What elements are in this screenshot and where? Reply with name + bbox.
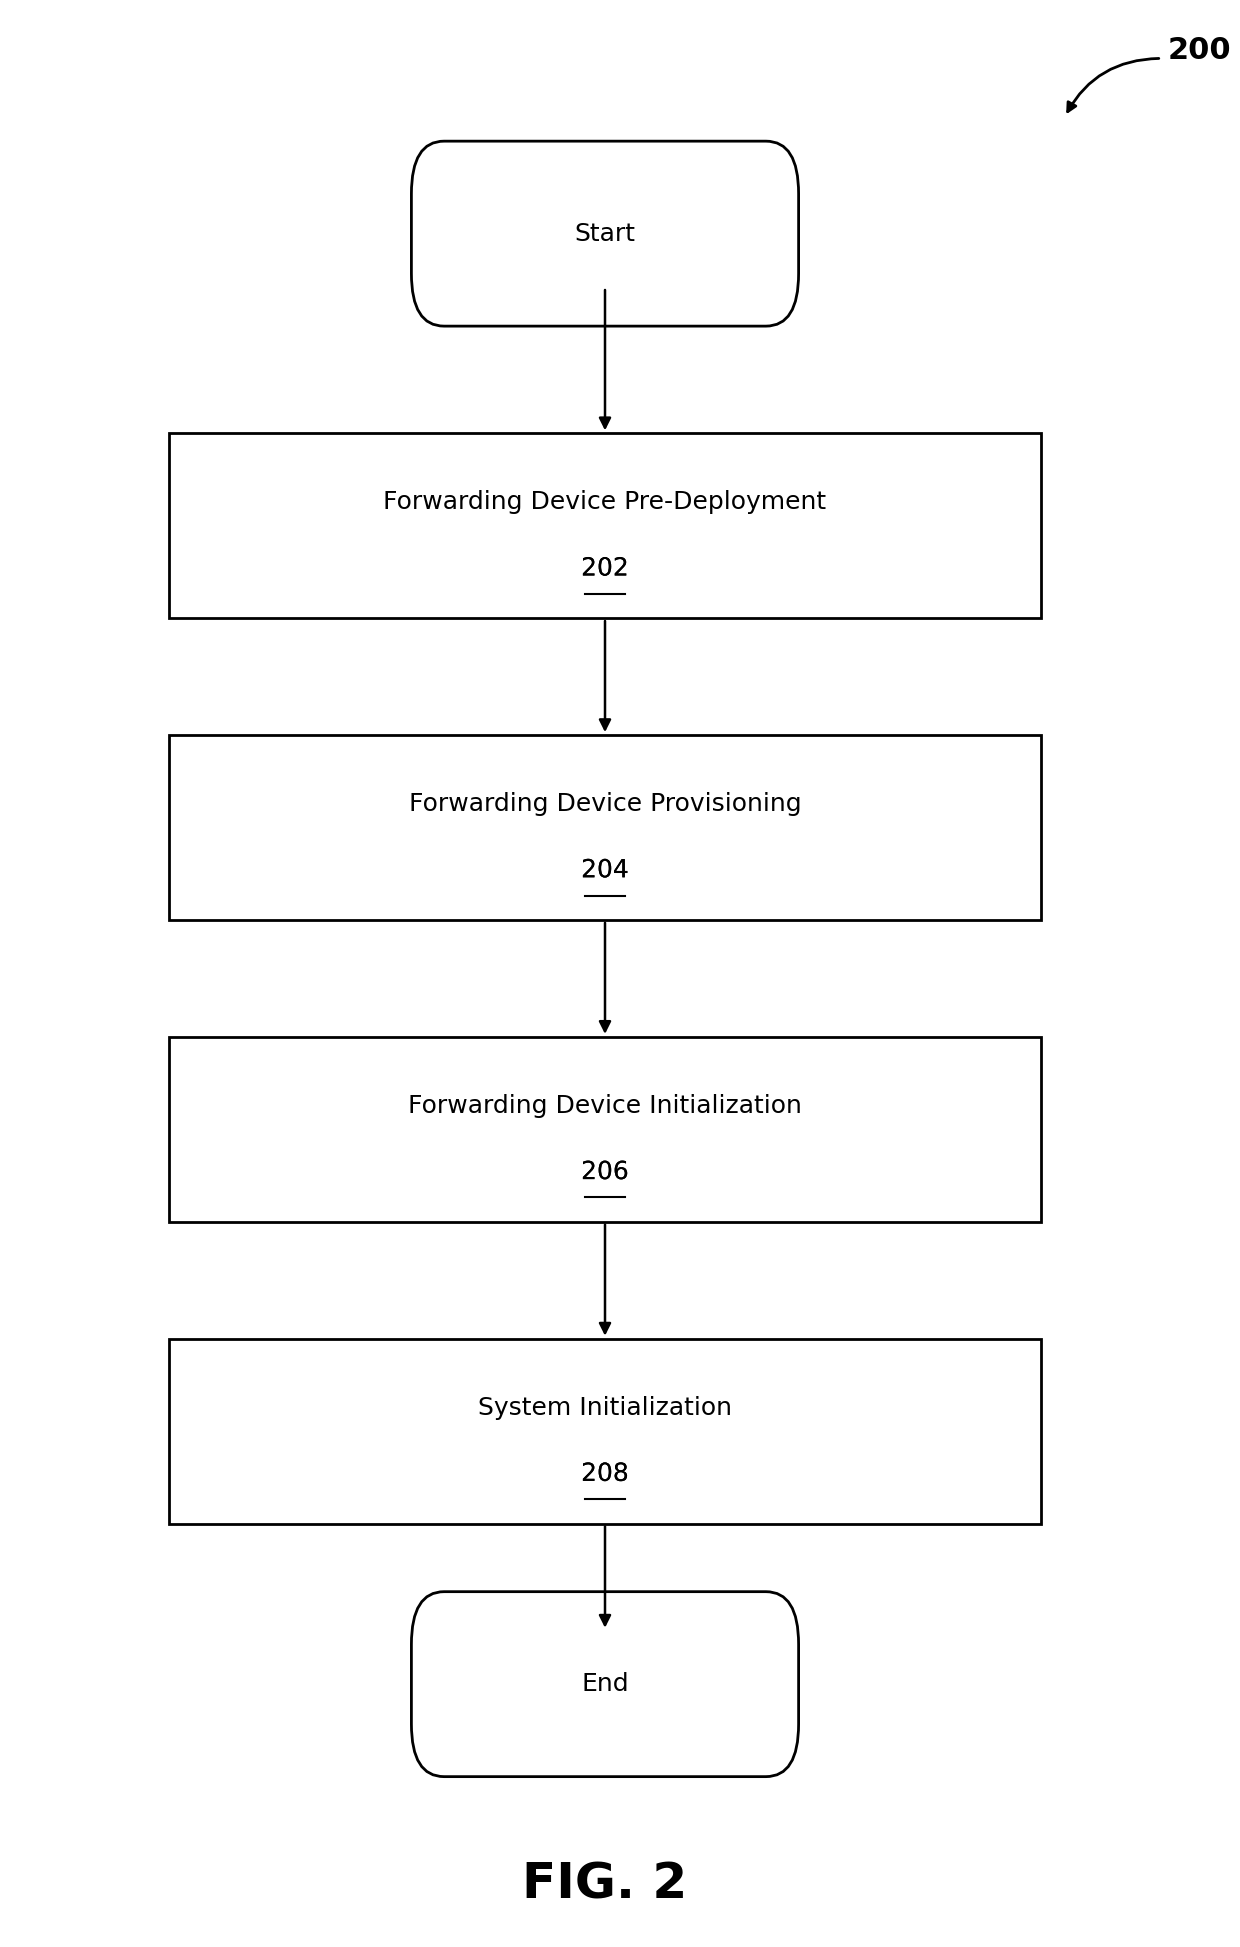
Text: End: End: [582, 1672, 629, 1696]
Text: Forwarding Device Initialization: Forwarding Device Initialization: [408, 1094, 802, 1118]
Text: 206: 206: [582, 1160, 629, 1184]
FancyBboxPatch shape: [170, 1036, 1040, 1223]
Text: 204: 204: [582, 859, 629, 882]
Text: 200: 200: [1168, 37, 1231, 64]
FancyBboxPatch shape: [412, 142, 799, 325]
Text: FIG. 2: FIG. 2: [522, 1861, 688, 1908]
Text: Forwarding Device Provisioning: Forwarding Device Provisioning: [409, 792, 801, 816]
Text: System Initialization: System Initialization: [477, 1396, 732, 1419]
Text: Start: Start: [574, 222, 636, 245]
Text: Forwarding Device Pre-Deployment: Forwarding Device Pre-Deployment: [383, 491, 827, 514]
FancyBboxPatch shape: [170, 1340, 1040, 1523]
Text: 208: 208: [582, 1462, 629, 1486]
FancyBboxPatch shape: [170, 432, 1040, 617]
Text: 202: 202: [582, 557, 629, 580]
FancyBboxPatch shape: [412, 1593, 799, 1776]
FancyBboxPatch shape: [170, 736, 1040, 919]
